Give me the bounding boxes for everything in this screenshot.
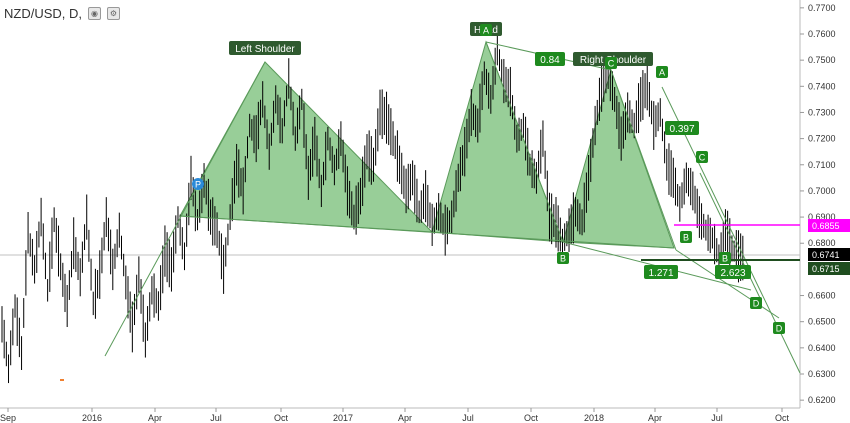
x-tick-label: Jul (711, 413, 723, 423)
y-tick-label: 0.7200 (808, 134, 836, 144)
point-label: A (656, 66, 668, 78)
svg-text:0.397: 0.397 (669, 124, 694, 135)
point-label: C (605, 57, 617, 69)
x-axis: Sep 2016 Apr Jul Oct 2017 Apr Jul Oct 2018 Apr Jul O… (0, 408, 789, 423)
svg-text:A: A (483, 26, 489, 36)
svg-text:B: B (683, 233, 689, 243)
y-tick-label: 0.6600 (808, 291, 836, 301)
price-badge-green: 0.6715 (808, 262, 850, 275)
svg-text:D: D (753, 299, 760, 309)
y-tick-label: 0.6400 (808, 343, 836, 353)
trend-line[interactable] (104, 61, 266, 357)
point-label: A (480, 24, 492, 36)
y-tick-label: 0.7300 (808, 107, 836, 117)
y-axis: 0.7700 0.7600 0.7500 0.7400 0.7300 0.7200 0.71… (800, 3, 836, 405)
point-label: D (773, 322, 785, 334)
svg-text:D: D (776, 324, 783, 334)
svg-text:2.623: 2.623 (720, 268, 745, 279)
y-tick-label: 0.7700 (808, 3, 836, 13)
y-tick-label: 0.6800 (808, 238, 836, 248)
svg-text:B: B (722, 254, 728, 264)
y-tick-label: 0.6900 (808, 212, 836, 222)
point-label: B (557, 252, 569, 264)
point-label: B (680, 231, 692, 243)
svg-text:1.271: 1.271 (648, 268, 673, 279)
x-tick-label: Apr (648, 413, 662, 423)
point-label: D (750, 297, 762, 309)
x-tick-label: Jul (462, 413, 474, 423)
svg-text:0.84: 0.84 (540, 55, 560, 66)
svg-text:B: B (560, 254, 566, 264)
x-tick-label: Oct (274, 413, 289, 423)
y-tick-label: 0.6500 (808, 317, 836, 327)
svg-text:Left Shoulder: Left Shoulder (235, 44, 295, 55)
trend-line[interactable] (179, 215, 675, 249)
x-tick-label: Apr (148, 413, 162, 423)
y-tick-label: 0.7400 (808, 81, 836, 91)
x-tick-label: Jul (210, 413, 222, 423)
x-tick-label: 2018 (584, 413, 604, 423)
svg-text:0.6715: 0.6715 (812, 264, 840, 274)
eye-icon[interactable]: ◉ (88, 7, 101, 20)
point-labels: P A C A B C B B D D (192, 24, 785, 334)
left-shoulder-label: Left Shoulder (229, 41, 301, 55)
point-label: P (192, 178, 204, 190)
x-tick-label: 2016 (82, 413, 102, 423)
y-tick-label: 0.7500 (808, 55, 836, 65)
price-series (1, 34, 744, 384)
symbol-title[interactable]: NZD/USD, D, (4, 6, 82, 21)
svg-text:C: C (699, 153, 706, 163)
x-tick-label: 2017 (333, 413, 353, 423)
svg-text:0.6741: 0.6741 (812, 250, 840, 260)
y-tick-label: 0.6200 (808, 395, 836, 405)
svg-text:0.6855: 0.6855 (812, 221, 840, 231)
trend-line[interactable] (485, 41, 564, 243)
x-tick-label: Sep (0, 413, 16, 423)
point-label: C (696, 151, 708, 163)
price-badge-black: 0.6741 (808, 248, 850, 261)
ratio-label-084: 0.84 (535, 52, 565, 66)
y-tick-label: 0.6300 (808, 369, 836, 379)
y-tick-label: 0.7100 (808, 160, 836, 170)
x-tick-label: Oct (775, 413, 790, 423)
y-tick-label: 0.7600 (808, 29, 836, 39)
x-tick-label: Apr (398, 413, 412, 423)
settings-icon[interactable]: ⚙ (107, 7, 120, 20)
x-tick-label: Oct (524, 413, 539, 423)
price-badge-magenta: 0.6855 (808, 219, 850, 232)
chart-header: NZD/USD, D, ◉ ⚙ (4, 6, 120, 21)
ratio-label-1271: 1.271 (644, 265, 678, 279)
svg-text:A: A (659, 68, 665, 78)
ratio-label-0397: 0.397 (665, 121, 699, 135)
point-label: B (719, 252, 731, 264)
ratio-label-2623: 2.623 (715, 265, 751, 279)
svg-text:C: C (608, 59, 615, 69)
pattern-triangle (562, 68, 675, 249)
y-tick-label: 0.7000 (808, 186, 836, 196)
svg-text:P: P (195, 180, 201, 190)
trend-line[interactable] (610, 69, 677, 251)
